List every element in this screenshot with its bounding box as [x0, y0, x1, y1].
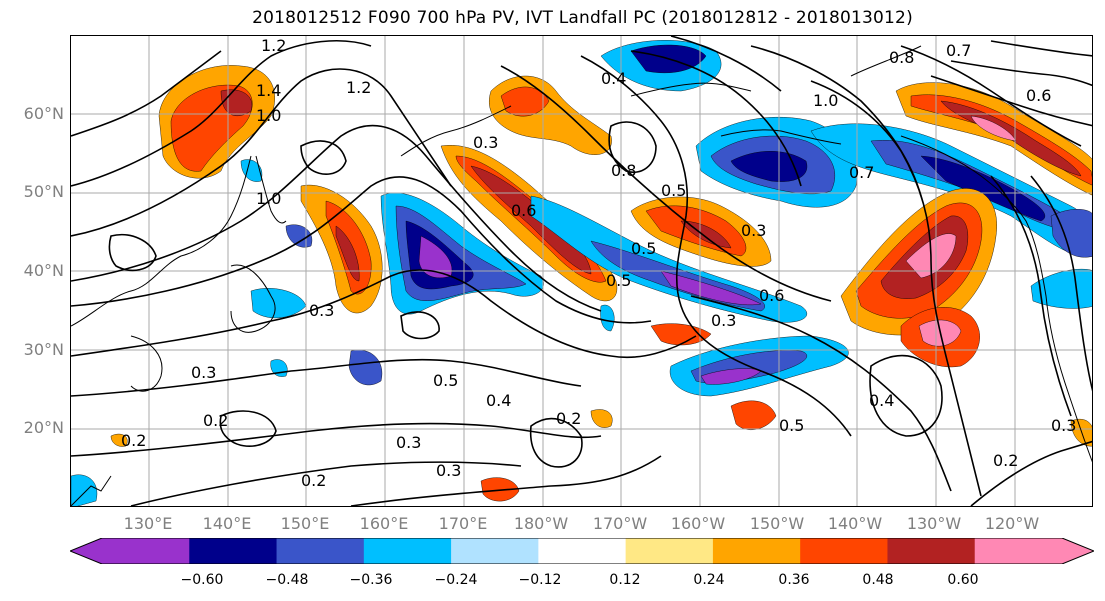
lon-label: 150°W	[749, 514, 805, 533]
lon-label: 160°E	[359, 514, 409, 533]
colorbar-extend-high-tip	[1062, 538, 1094, 564]
colorbar-segment	[625, 538, 714, 564]
map-title: 2018012512 F090 700 hPa PV, IVT Landfall…	[252, 8, 913, 28]
contour-label: 1.2	[261, 36, 286, 55]
contour-label: 0.6	[511, 201, 536, 220]
colorbar-segment	[538, 538, 627, 564]
colorbar-segment	[712, 538, 801, 564]
contour-label: 0.5	[606, 271, 631, 290]
colorbar-tick: 0.24	[693, 572, 725, 588]
lon-label: 140°W	[827, 514, 883, 533]
lon-label: 130°E	[123, 514, 173, 533]
ivt-contours	[71, 36, 1092, 506]
contour-label: 0.3	[396, 433, 421, 452]
colorbar-tick: 0.48	[862, 572, 894, 588]
contour-label: 0.2	[301, 471, 326, 490]
lon-label: 150°E	[280, 514, 330, 533]
contour-label: 0.5	[433, 371, 458, 390]
colorbar-tick: −0.12	[518, 572, 562, 588]
contour-label: 0.3	[309, 301, 334, 320]
colorbar-tick: 0.60	[947, 572, 979, 588]
contour-label: 0.2	[993, 451, 1018, 470]
colorbar-segment	[363, 538, 452, 564]
lat-lon-grid	[71, 36, 1092, 506]
colorbar-segment	[102, 538, 190, 564]
lat-label: 20°N	[23, 418, 64, 437]
colorbar-tick: −0.24	[434, 572, 478, 588]
lon-label: 130°W	[906, 514, 962, 533]
contour-label: 1.0	[256, 189, 281, 208]
colorbar-extend-low-tip	[70, 538, 102, 564]
contour-label: 0.4	[486, 391, 511, 410]
colorbar-segment	[800, 538, 888, 564]
contour-label: 0.5	[661, 181, 686, 200]
contour-label: 0.3	[436, 461, 461, 480]
contour-label: 0.3	[191, 363, 216, 382]
contour-label: 1.0	[256, 106, 281, 125]
colorbar-tick: 0.36	[778, 572, 810, 588]
contour-label: 0.4	[601, 69, 626, 88]
colorbar-segment	[276, 538, 365, 564]
colorbar-tick: −0.60	[180, 572, 224, 588]
colorbar	[70, 538, 1094, 564]
colorbar-tick: −0.48	[265, 572, 309, 588]
colorbar-tick: −0.36	[349, 572, 393, 588]
contour-label: 0.3	[1051, 416, 1076, 435]
contour-label: 1.2	[346, 78, 371, 97]
contour-label: 0.7	[946, 41, 971, 60]
map-panel: 1.2 1.4 1.2 1.0 1.0 0.8 0.7 0.6 0.3 0.6 …	[70, 35, 1093, 507]
contour-label: 0.8	[611, 161, 636, 180]
lon-label: 160°W	[670, 514, 726, 533]
lon-label: 170°E	[438, 514, 488, 533]
pv-shading	[71, 40, 1092, 506]
lat-label: 40°N	[23, 261, 64, 280]
lat-label: 30°N	[23, 340, 64, 359]
lon-label: 120°W	[984, 514, 1040, 533]
colorbar-segment	[189, 538, 278, 564]
contour-label: 0.4	[869, 391, 894, 410]
contour-label: 0.6	[759, 286, 784, 305]
contour-label: 0.7	[849, 163, 874, 182]
contour-label: 0.2	[203, 411, 228, 430]
contour-labels: 1.2 1.4 1.2 1.0 1.0 0.8 0.7 0.6 0.3 0.6 …	[121, 36, 1076, 490]
lon-label: 140°E	[202, 514, 252, 533]
contour-label: 0.3	[711, 311, 736, 330]
lon-label: 170°W	[592, 514, 648, 533]
lat-label: 50°N	[23, 182, 64, 201]
contour-label: 0.5	[779, 416, 804, 435]
contour-label: 0.6	[1026, 86, 1051, 105]
contour-label: 0.3	[741, 221, 766, 240]
colorbar-segment	[451, 538, 539, 564]
contour-label: 1.0	[813, 91, 838, 110]
contour-label: 0.5	[631, 239, 656, 258]
lat-label: 60°N	[23, 104, 64, 123]
colorbar-tick: 0.12	[609, 572, 641, 588]
contour-label: 0.2	[556, 409, 581, 428]
map-canvas: 1.2 1.4 1.2 1.0 1.0 0.8 0.7 0.6 0.3 0.6 …	[71, 36, 1092, 506]
contour-label: 0.3	[473, 133, 498, 152]
colorbar-segment	[887, 538, 976, 564]
contour-label: 0.8	[889, 48, 914, 67]
colorbar-segment	[974, 538, 1063, 564]
contour-label: 0.2	[121, 431, 146, 450]
lon-label: 180°W	[513, 514, 569, 533]
contour-label: 1.4	[256, 81, 281, 100]
